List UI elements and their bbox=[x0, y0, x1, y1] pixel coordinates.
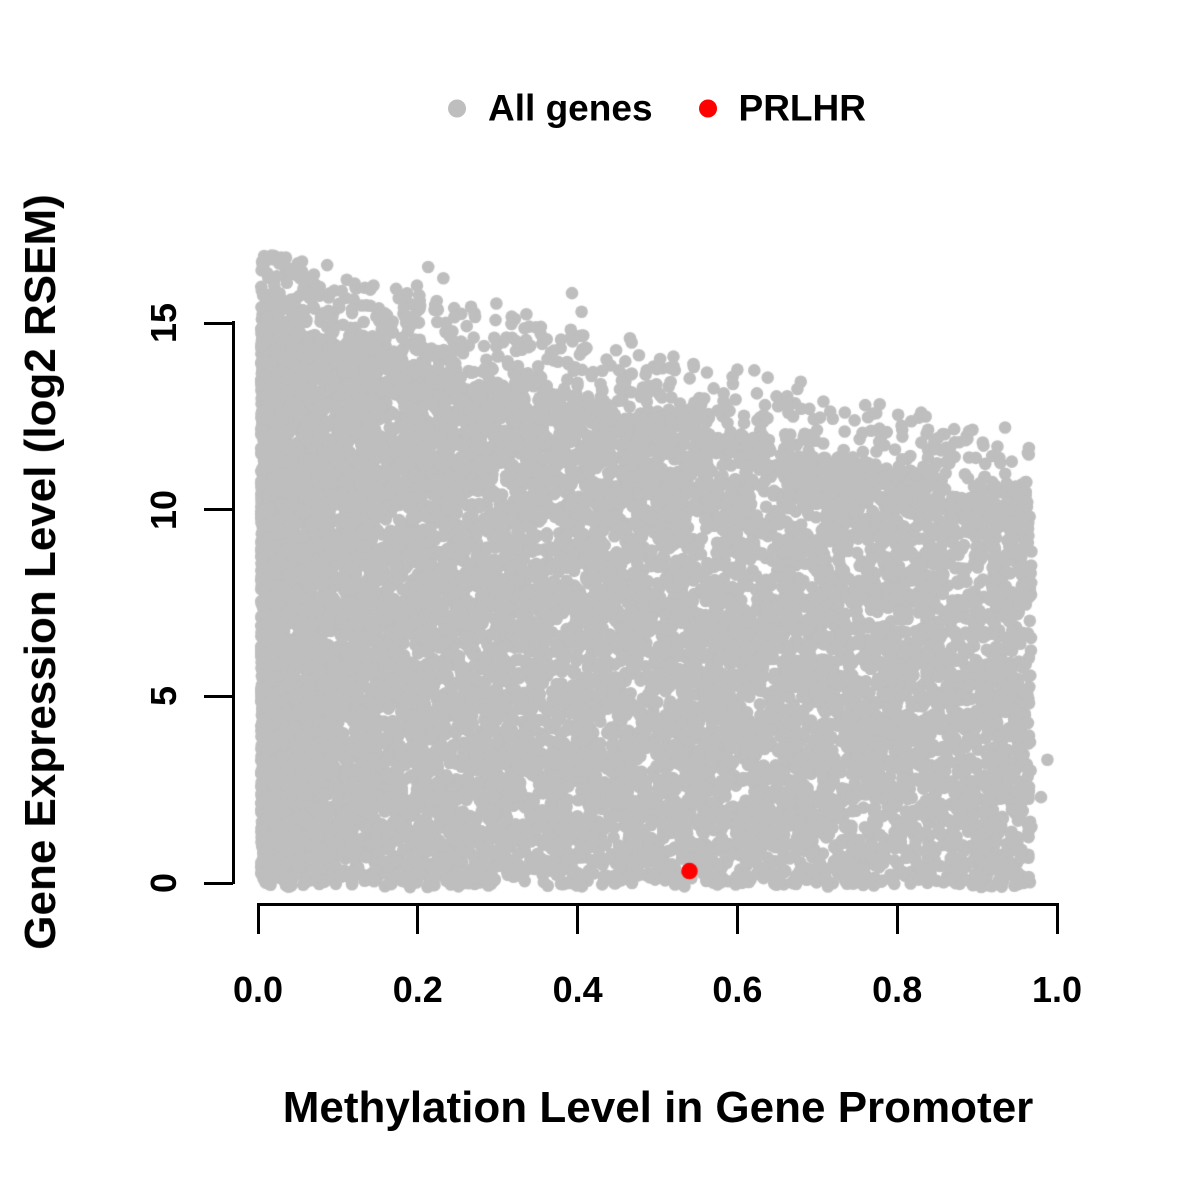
x-tick-label: 0.4 bbox=[552, 969, 603, 1010]
legend-item-label: PRLHR bbox=[738, 87, 866, 129]
x-tick-mark bbox=[895, 904, 899, 934]
legend-item-label: All genes bbox=[488, 87, 653, 129]
x-tick-label: 0.6 bbox=[712, 969, 763, 1010]
x-tick-mark bbox=[735, 904, 739, 934]
x-axis-title: Methylation Level in Gene Promoter bbox=[282, 1083, 1034, 1132]
x-tick-label: 1.0 bbox=[1031, 969, 1083, 1010]
x-tick-mark bbox=[416, 904, 420, 934]
x-tick-mark bbox=[256, 904, 260, 934]
x-tick-label: 0.8 bbox=[872, 969, 923, 1010]
y-axis-title: Gene Expression Level (log2 RSEM) bbox=[16, 194, 65, 950]
y-tick-label: 10 bbox=[143, 489, 184, 530]
y-tick-mark bbox=[204, 321, 233, 325]
legend-item-prlhr: PRLHR bbox=[698, 87, 866, 129]
x-tick-label: 0.2 bbox=[392, 969, 443, 1010]
y-tick-mark bbox=[204, 694, 233, 698]
x-axis-line bbox=[257, 903, 1059, 906]
legend-dot-icon bbox=[698, 99, 717, 117]
y-tick-label: 15 bbox=[143, 302, 184, 344]
x-tick-label: 0.0 bbox=[232, 969, 284, 1010]
y-tick-label: 0 bbox=[143, 872, 184, 894]
y-tick-mark bbox=[204, 881, 233, 885]
y-tick-mark bbox=[204, 508, 233, 512]
y-tick-label: 5 bbox=[143, 686, 184, 707]
legend-dot-icon bbox=[448, 99, 467, 117]
legend-item-all-genes: All genes bbox=[448, 90, 653, 127]
y-axis-line bbox=[232, 321, 235, 884]
x-tick-mark bbox=[1055, 904, 1059, 934]
x-tick-mark bbox=[576, 904, 580, 934]
legend: All genes PRLHR bbox=[448, 90, 866, 127]
